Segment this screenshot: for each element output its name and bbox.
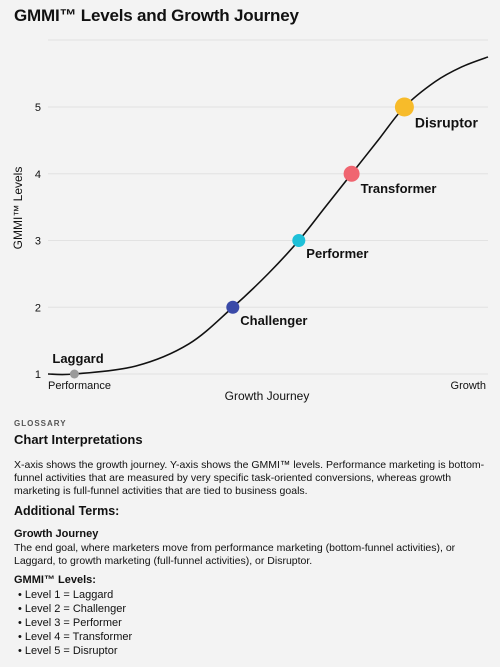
x-start-label: Performance: [48, 380, 111, 392]
levels-list: Level 1 = Laggard Level 2 = Challenger L…: [14, 588, 486, 658]
list-item: Level 4 = Transformer: [18, 630, 486, 644]
list-item: Level 1 = Laggard: [18, 588, 486, 602]
level-point-transformer: [343, 165, 360, 182]
point-label: Challenger: [240, 313, 307, 328]
glossary-tag: GLOSSARY: [14, 419, 67, 428]
point-label: Transformer: [361, 181, 437, 196]
y-tick-label: 4: [35, 169, 41, 181]
y-tick-label: 3: [35, 236, 41, 248]
y-tick-label: 1: [35, 369, 41, 381]
growth-curve: [47, 56, 489, 376]
level-points: Laggard Challenger Performer Transformer Dis…: [52, 97, 479, 379]
y-axis-label: GMMI™ Levels: [11, 167, 25, 250]
glossary: GLOSSARY Chart Interpretations X-axis sh…: [14, 419, 486, 658]
level-point-performer: [292, 234, 306, 247]
additional-terms-heading: Additional Terms:: [14, 504, 120, 518]
glossary-paragraph: X-axis shows the growth journey. Y-axis …: [14, 459, 485, 497]
chart-title: GMMI™ Levels and Growth Journey: [14, 6, 299, 25]
growth-journey-title: Growth Journey: [14, 528, 99, 540]
list-item: Level 5 = Disruptor: [18, 644, 486, 658]
y-tick-label: 5: [35, 102, 41, 114]
list-item: Level 2 = Challenger: [18, 602, 486, 616]
x-end-label: Growth: [451, 380, 486, 392]
y-tick-label: 2: [35, 302, 41, 314]
glossary-heading: Chart Interpretations: [14, 432, 143, 447]
level-point-disruptor: [394, 97, 414, 117]
point-label: Performer: [306, 246, 368, 261]
level-point-challenger: [226, 300, 240, 314]
x-axis-label: Growth Journey: [225, 389, 310, 403]
y-tick-labels: 1 2 3 4 5: [35, 102, 41, 381]
point-label: Laggard: [52, 351, 103, 366]
level-point-laggard: [69, 369, 79, 379]
list-item: Level 3 = Performer: [18, 616, 486, 630]
point-label: Disruptor: [415, 115, 479, 131]
chart: 1 2 3 4 5 GMMI™ Levels Laggard Challenger Perf…: [11, 39, 489, 403]
growth-journey-text: The end goal, where marketers move from …: [14, 542, 456, 567]
grid-lines: [48, 39, 488, 375]
levels-title: GMMI™ Levels:: [14, 574, 96, 586]
